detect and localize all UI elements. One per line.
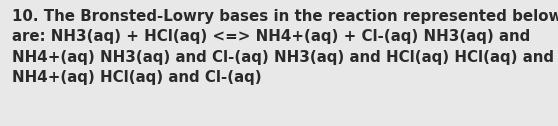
Text: 10. The Bronsted-Lowry bases in the reaction represented below
are: NH3(aq) + HC: 10. The Bronsted-Lowry bases in the reac… [12,9,558,85]
